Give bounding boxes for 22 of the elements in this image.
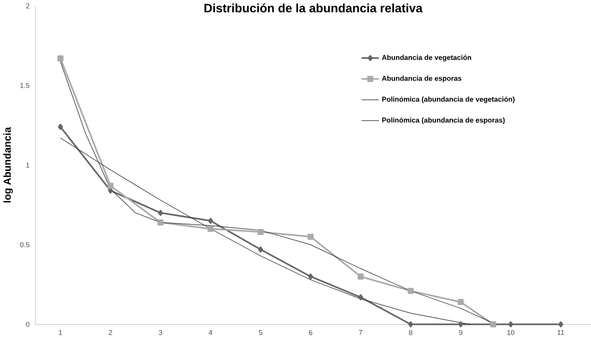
point bbox=[308, 273, 314, 280]
point bbox=[458, 321, 464, 328]
point bbox=[358, 273, 364, 280]
point bbox=[157, 219, 164, 226]
point bbox=[158, 210, 163, 216]
point bbox=[408, 321, 414, 328]
point bbox=[358, 294, 364, 300]
point bbox=[308, 233, 314, 240]
point bbox=[208, 218, 214, 224]
point bbox=[107, 182, 114, 189]
point bbox=[58, 124, 63, 130]
y-axis-title: log Abundancia bbox=[3, 126, 13, 202]
point bbox=[490, 321, 496, 328]
point bbox=[258, 246, 264, 252]
point bbox=[57, 55, 64, 62]
point bbox=[208, 226, 214, 232]
point bbox=[508, 321, 514, 328]
point bbox=[258, 228, 264, 235]
point bbox=[458, 298, 464, 305]
point bbox=[558, 321, 564, 328]
chart-title: Distribución de la abundancia relativa bbox=[204, 3, 423, 12]
point bbox=[408, 288, 414, 294]
